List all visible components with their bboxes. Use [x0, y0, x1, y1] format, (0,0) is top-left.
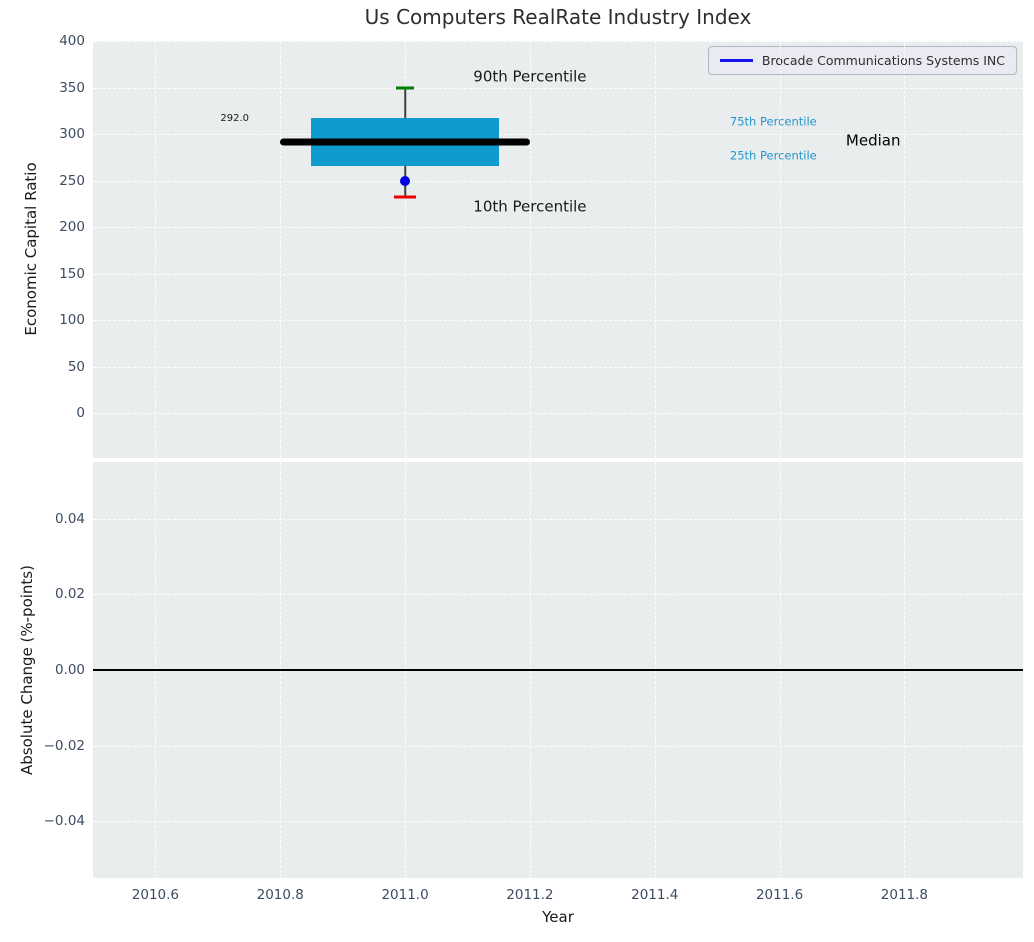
- x-tick-label: 2010.6: [131, 887, 180, 903]
- legend-label: Brocade Communications Systems INC: [761, 53, 1005, 68]
- x-tick-label: 2011.8: [880, 887, 929, 903]
- gridline-vertical: [904, 41, 906, 458]
- x-tick-label: 2011.4: [631, 887, 679, 903]
- gridline-horizontal: [93, 413, 1023, 415]
- y-tick-label: 50: [67, 358, 85, 375]
- gridline-horizontal: [93, 366, 1023, 368]
- gridline-vertical: [654, 41, 656, 458]
- gridline-horizontal: [93, 41, 1023, 42]
- annotation: 75th Percentile: [729, 114, 817, 129]
- x-tick-label: 2010.8: [256, 887, 304, 903]
- top-y-axis-label: Economic Capital Ratio: [22, 162, 40, 336]
- annotation: 10th Percentile: [473, 197, 587, 216]
- legend-line-sample: [719, 59, 753, 62]
- annotation: Median: [845, 131, 901, 150]
- x-tick-label: 2011.2: [506, 887, 554, 903]
- y-tick-label: 100: [59, 312, 85, 329]
- annotation: 90th Percentile: [473, 67, 587, 86]
- gridline-horizontal: [93, 320, 1023, 322]
- y-tick-label: 0: [76, 405, 85, 422]
- y-tick-label: 400: [59, 33, 85, 49]
- bottom-axes: 2010.6 2010.8 2011.0 2011.2 2011.4 2011.6 2011…: [44, 462, 1023, 903]
- y-tick-label: 250: [59, 172, 85, 189]
- gridline-horizontal: [93, 594, 1023, 596]
- x-tick-label: 2011.0: [381, 887, 429, 903]
- annotation: 292.0: [220, 113, 250, 125]
- gridline-vertical: [280, 41, 282, 458]
- gridline-vertical: [155, 41, 157, 458]
- gridline-horizontal: [93, 180, 1023, 182]
- gridline-horizontal: [93, 87, 1023, 89]
- y-tick-label: −0.02: [43, 737, 85, 754]
- zero-line: [93, 669, 1023, 671]
- bottom-y-axis-label: Absolute Change (%-points): [18, 565, 36, 775]
- top-axes: Brocade Communications Systems INC 400 35…: [59, 33, 1023, 458]
- legend: Brocade Communications Systems INC: [707, 46, 1017, 75]
- y-tick-label: 0.04: [54, 510, 85, 527]
- gridline-horizontal: [93, 273, 1023, 275]
- y-tick-label: 150: [59, 265, 85, 282]
- gridline-horizontal: [93, 821, 1023, 823]
- gridline-horizontal: [93, 745, 1023, 747]
- gridline-horizontal: [93, 518, 1023, 520]
- x-axis-label: Year: [542, 908, 574, 926]
- y-tick-label: 350: [59, 79, 85, 96]
- chart-title: Us Computers RealRate Industry Index: [364, 5, 752, 29]
- y-tick-label: 200: [59, 219, 85, 236]
- annotation: 25th Percentile: [729, 148, 817, 163]
- p90-cap: [395, 86, 415, 90]
- median-line: [280, 138, 530, 146]
- y-tick-label: 300: [59, 126, 85, 143]
- gridline-horizontal: [93, 227, 1023, 229]
- p10-cap: [394, 195, 416, 199]
- gridline-vertical: [529, 41, 531, 458]
- company-point: [400, 175, 411, 186]
- y-tick-label: 0.02: [54, 586, 85, 603]
- gridline-vertical: [779, 41, 781, 458]
- gridline-vertical: [405, 41, 407, 458]
- y-tick-label: −0.04: [43, 813, 85, 830]
- x-tick-label: 2011.6: [755, 887, 804, 903]
- y-tick-label: 0.00: [54, 662, 85, 678]
- gridline-horizontal: [93, 134, 1023, 136]
